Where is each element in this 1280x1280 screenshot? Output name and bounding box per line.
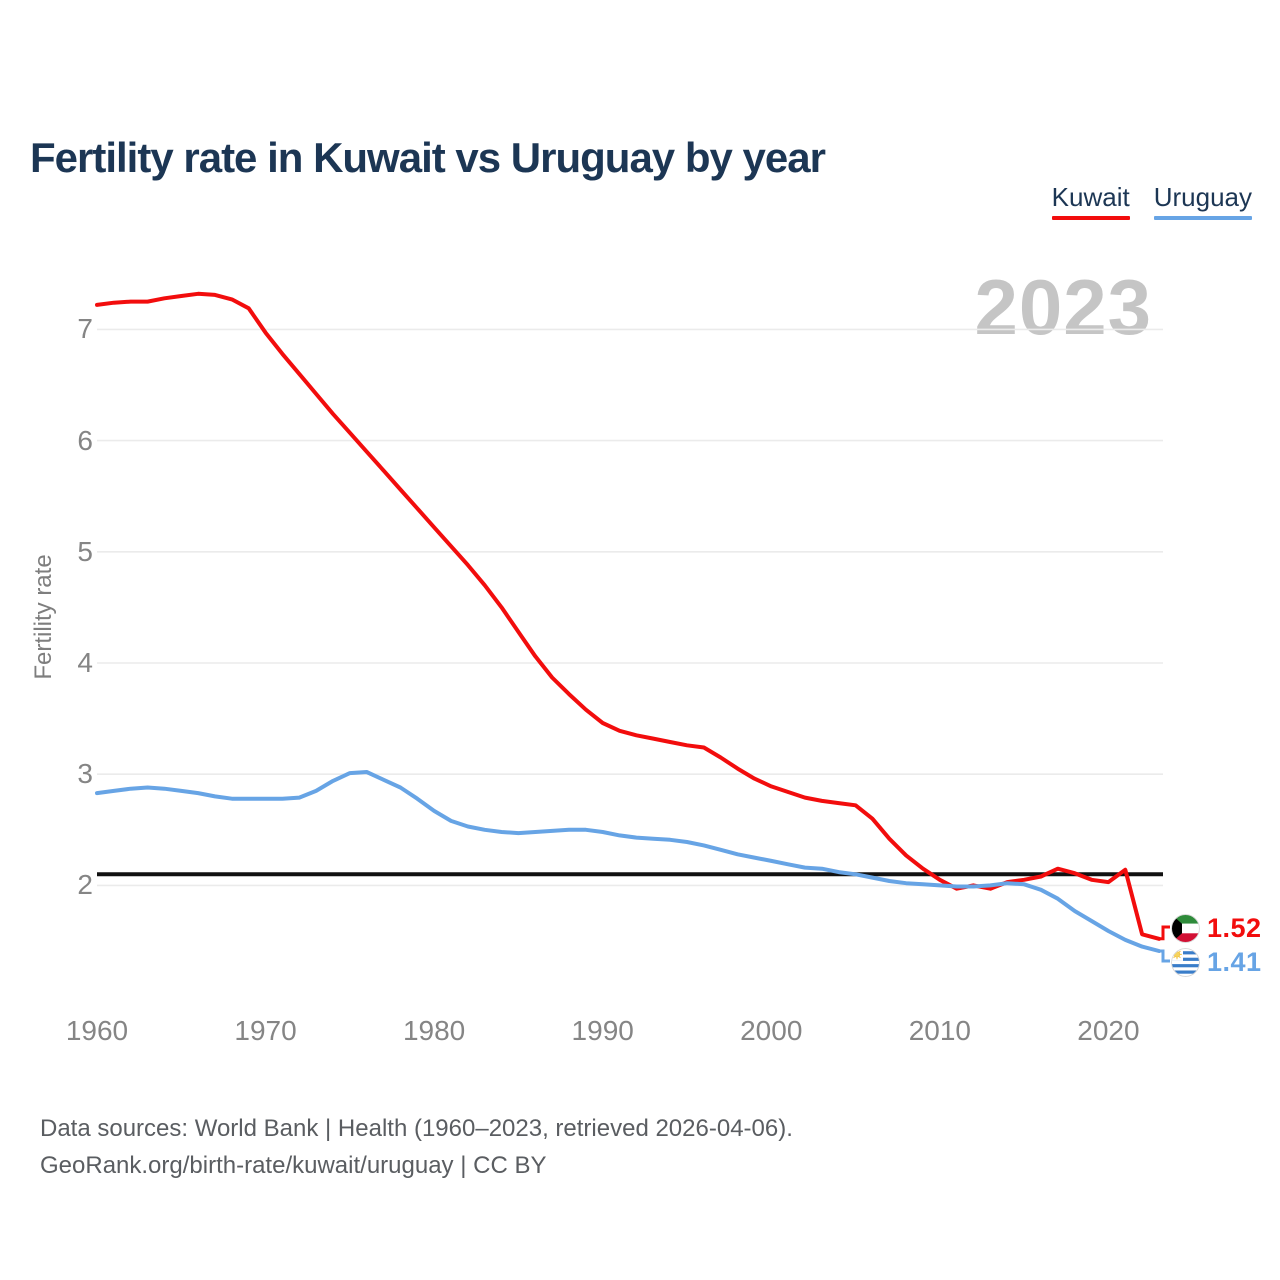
series-line-kuwait (95, 291, 1161, 941)
source-line-1: Data sources: World Bank | Health (1960–… (40, 1115, 793, 1142)
y-tick-label-5: 5 (77, 535, 93, 567)
y-tick-label-7: 7 (77, 313, 93, 345)
uruguay-flag-icon (1171, 948, 1200, 977)
source-attribution: Data sources: World Bank | Health (1960–… (40, 1110, 793, 1184)
legend: Kuwait Uruguay (1051, 182, 1252, 220)
x-tick-label-1990: 1990 (571, 1015, 634, 1046)
series-line-uruguay (95, 770, 1161, 953)
x-tick-label-1970: 1970 (234, 1015, 297, 1046)
leader-line-uruguay (1159, 949, 1170, 963)
x-tick-label-1980: 1980 (402, 1015, 466, 1046)
kuwait-color-swatch (1051, 215, 1130, 220)
x-tick-label-2010: 2010 (908, 1015, 971, 1046)
legend-item-uruguay[interactable]: Uruguay (1153, 182, 1252, 220)
legend-label-kuwait: Kuwait (1051, 182, 1130, 212)
uruguay-color-swatch (1153, 215, 1252, 220)
y-tick-label-6: 6 (77, 424, 93, 456)
kuwait-end-label: 1.52 (1171, 913, 1262, 944)
legend-item-kuwait[interactable]: Kuwait (1051, 182, 1130, 220)
leader-line-kuwait (1159, 925, 1170, 941)
uruguay-end-value: 1.41 (1207, 947, 1262, 977)
y-tick-label-2: 2 (77, 869, 93, 901)
uruguay-end-label: 1.41 (1171, 947, 1262, 978)
source-line-2: GeoRank.org/birth-rate/kuwait/uruguay | … (40, 1152, 547, 1179)
x-tick-label-1960: 1960 (65, 1015, 129, 1046)
y-tick-label-3: 3 (77, 758, 93, 790)
x-tick-label-2000: 2000 (740, 1015, 803, 1046)
kuwait-end-value: 1.52 (1207, 913, 1262, 943)
legend-label-uruguay: Uruguay (1153, 182, 1252, 212)
kuwait-flag-icon (1171, 914, 1200, 943)
page-title: Fertility rate in Kuwait vs Uruguay by y… (30, 134, 826, 182)
watermark-year: 2023 (974, 263, 1152, 351)
y-tick-label-4: 4 (77, 647, 93, 678)
x-tick-label-2020: 2020 (1077, 1015, 1140, 1046)
